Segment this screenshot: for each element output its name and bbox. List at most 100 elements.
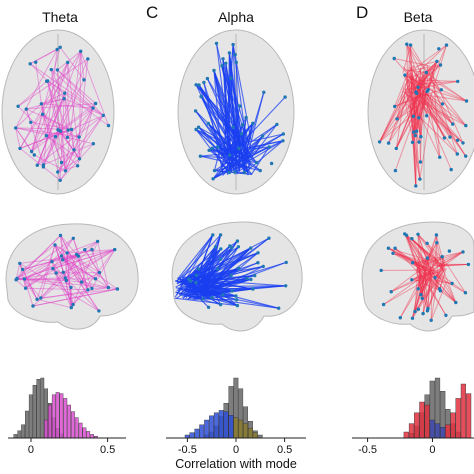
panel-beta-title: Beta xyxy=(404,9,433,25)
beta-axial-node xyxy=(392,56,396,61)
beta-axial-node xyxy=(410,140,415,144)
theta-sagittal-node xyxy=(50,259,54,264)
beta-axial-brain xyxy=(367,29,474,195)
theta-axial-node xyxy=(82,78,86,82)
theta-sagittal-connection xyxy=(52,268,72,308)
beta-axial-connection xyxy=(414,64,441,77)
beta-axial-node xyxy=(464,123,468,128)
beta-axial-connection xyxy=(426,97,441,158)
beta-sagittal-connection xyxy=(426,251,464,265)
alpha-colored-bar xyxy=(194,428,200,439)
beta-axial-connection xyxy=(395,73,409,149)
theta-axial-connection xyxy=(65,136,80,171)
theta-sagittal-connection xyxy=(54,244,83,283)
alpha-axial-node xyxy=(231,42,235,47)
beta-sagittal-connection xyxy=(392,252,428,269)
alpha-sagittal-node xyxy=(234,298,239,302)
beta-axial-node xyxy=(413,133,417,138)
beta-sagittal-node xyxy=(393,246,397,250)
theta-colored-bar xyxy=(82,427,87,439)
alpha-axial-node xyxy=(211,177,215,181)
beta-axial-connection xyxy=(394,71,409,107)
beta-axial-connection xyxy=(414,98,464,144)
alpha-axial-node xyxy=(233,170,237,174)
beta-sagittal-connection xyxy=(399,276,426,318)
beta-sagittal-connection xyxy=(404,233,417,265)
beta-sagittal-connection xyxy=(426,267,446,311)
theta-axial-connection xyxy=(15,49,58,129)
beta-axial-connection xyxy=(403,66,454,125)
theta-gray-bar xyxy=(36,379,41,439)
alpha-axial-node xyxy=(221,57,225,61)
alpha-axial-connection xyxy=(200,96,238,155)
beta-axial-connection xyxy=(420,92,427,137)
beta-sagittal-connection xyxy=(406,234,445,268)
alpha-axial-node xyxy=(233,52,237,57)
beta-sagittal-connection xyxy=(432,251,464,275)
theta-sagittal-connection xyxy=(15,249,115,281)
beta-sagittal-node xyxy=(379,268,383,273)
beta-axial-connection xyxy=(429,44,447,101)
beta-axial-connection xyxy=(408,74,417,186)
theta-sagittal-node xyxy=(39,296,43,300)
beta-sagittal-node xyxy=(403,232,407,236)
beta-sagittal-connection xyxy=(429,265,466,294)
alpha-axial-connection xyxy=(242,123,254,169)
theta-axial-connection xyxy=(57,129,80,160)
alpha-axial-connection xyxy=(198,126,242,152)
beta-sagittal-connection xyxy=(414,273,427,312)
theta-axial-connection xyxy=(31,47,61,152)
beta-sagittal-connection xyxy=(412,262,444,279)
beta-sagittal-connection xyxy=(424,277,453,284)
theta-axial-connection xyxy=(30,121,72,130)
alpha-axial-node xyxy=(207,148,211,152)
alpha-sagittal-node xyxy=(261,264,265,269)
theta-sagittal-connection xyxy=(54,244,64,273)
beta-sagittal-node xyxy=(410,278,414,282)
beta-sagittal-connection xyxy=(411,238,428,268)
beta-axial-connection xyxy=(429,78,467,102)
theta-axial-connection xyxy=(15,127,33,152)
theta-sagittal-node xyxy=(97,270,102,275)
beta-axial-connection xyxy=(425,72,429,84)
beta-sagittal-connection xyxy=(417,234,430,268)
alpha-axial-connection xyxy=(251,140,284,149)
beta-sagittal-connection xyxy=(417,274,428,290)
alpha-axial-node xyxy=(227,170,231,175)
theta-axial-connection xyxy=(41,92,65,105)
theta-axial-connection xyxy=(17,58,89,107)
beta-axial-connection xyxy=(410,44,429,75)
theta-sagittal-node xyxy=(54,271,58,275)
theta-histogram: 0 0.5 xyxy=(8,377,126,456)
beta-axial-node xyxy=(419,135,423,139)
beta-axial-connection xyxy=(426,64,458,155)
beta-axial-node xyxy=(455,138,460,142)
beta-axial-connection xyxy=(404,86,419,90)
beta-axial-connection xyxy=(395,94,418,149)
theta-colored-bar xyxy=(78,422,83,439)
beta-sagittal-connection xyxy=(390,272,436,293)
beta-sagittal-connection xyxy=(439,273,446,289)
theta-axial-connection xyxy=(59,98,65,181)
theta-axial-connection xyxy=(78,58,89,138)
beta-sagittal-connection xyxy=(383,275,434,305)
beta-sagittal-connection xyxy=(421,266,426,299)
theta-axial-connection xyxy=(46,130,61,137)
theta-x-tick-label: 0 xyxy=(28,444,34,456)
theta-axial-connection xyxy=(41,98,65,105)
theta-axial-node xyxy=(41,165,46,169)
alpha-axial-node xyxy=(229,76,233,80)
theta-axial-connection xyxy=(15,127,56,138)
theta-axial-connection xyxy=(46,80,65,100)
theta-sagittal-connection xyxy=(97,241,109,288)
beta-axial-connection xyxy=(409,67,421,180)
beta-sagittal-node xyxy=(386,246,391,250)
theta-sagittal-node xyxy=(97,309,101,313)
beta-axial-connection xyxy=(418,85,467,102)
theta-axial-connection xyxy=(36,93,66,166)
beta-sagittal-connection xyxy=(429,256,443,270)
theta-axial-connection xyxy=(17,80,48,107)
alpha-axial-node xyxy=(210,146,214,150)
alpha-axial-connection xyxy=(232,44,252,141)
beta-sagittal-connection xyxy=(394,247,418,272)
